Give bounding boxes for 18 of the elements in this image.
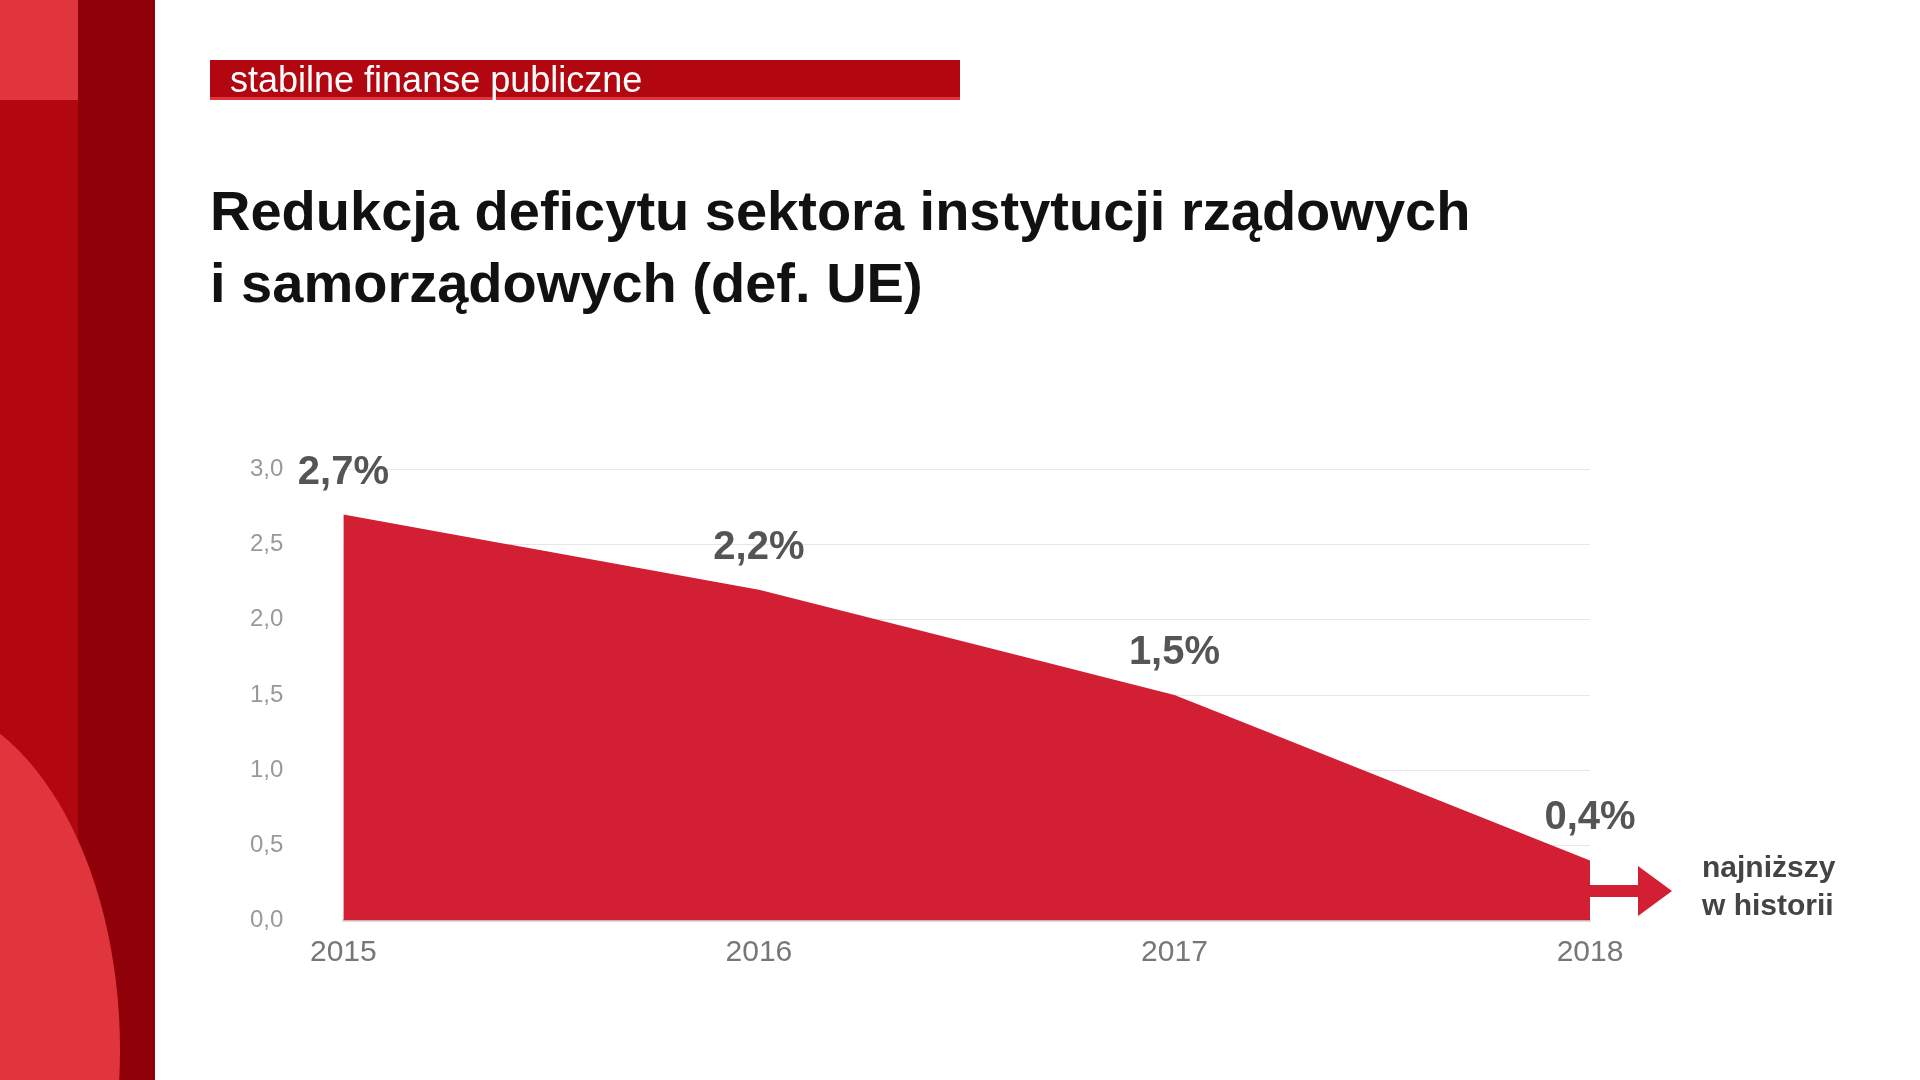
x-tick-label: 2015 [309,933,377,967]
y-tick-label: 1,0 [249,754,284,782]
x-tick-label: 2017 [1141,933,1208,967]
data-label: 2,7% [297,447,389,492]
y-tick-label: 0,5 [249,830,284,858]
chart-title: Redukcja deficytu sektora instytucji rządowych i samorządowych (def. UE) [210,178,1472,316]
data-label: 1,5% [1128,628,1221,673]
data-label: 2,2% [713,522,805,567]
chart-subtitle: stabilne finanse publiczne [210,59,960,100]
y-tick-label: 0,0 [249,905,284,933]
x-tick-label: 2018 [1556,933,1624,967]
y-tick-label: 3,0 [249,454,284,482]
y-tick-label: 1,5 [249,679,284,707]
text: najniższy w historii [1702,849,1836,923]
x-tick-label: 2016 [725,933,793,967]
y-tick-label: 2,0 [249,604,284,632]
y-tick-label: 2,5 [249,529,284,557]
data-label: 0,4% [1544,793,1636,838]
